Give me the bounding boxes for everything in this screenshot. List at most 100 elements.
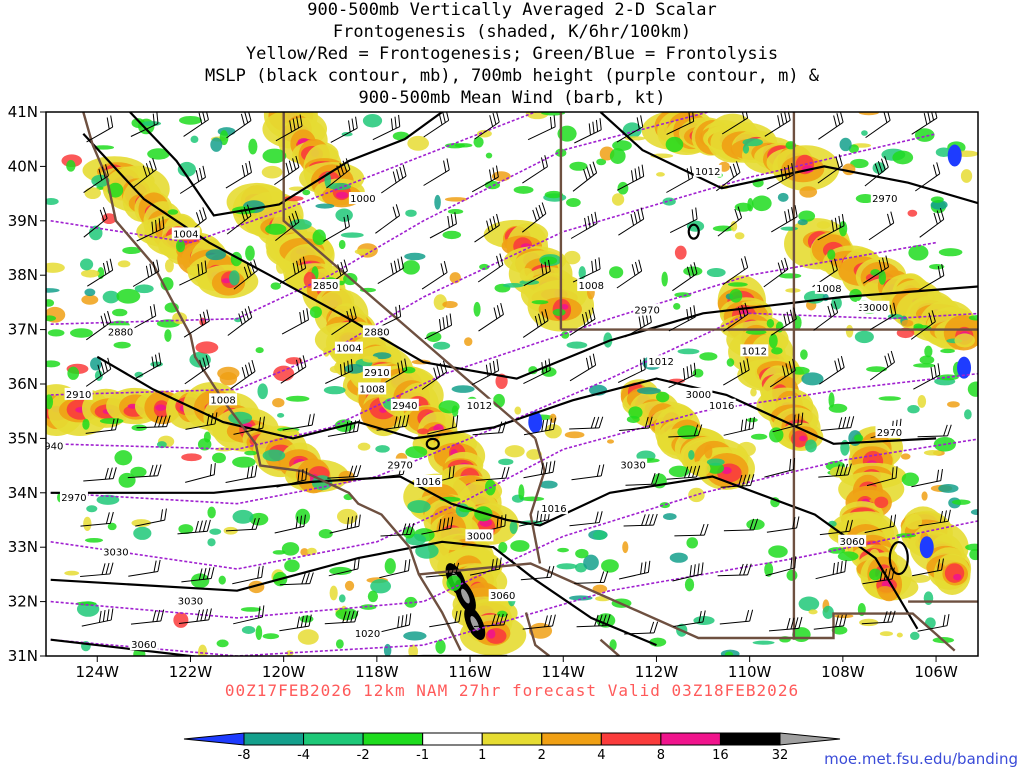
barb-staff	[570, 222, 598, 239]
shade-cell	[280, 428, 299, 436]
frontolysis-cell	[528, 411, 543, 434]
height-label: 2970	[877, 428, 902, 439]
barb-staff	[674, 534, 705, 537]
barb-feather	[788, 361, 793, 373]
barb-staff	[86, 126, 113, 143]
wind-barb	[617, 357, 646, 383]
wind-barb	[672, 262, 698, 292]
barb-staff	[721, 117, 748, 135]
shade-cell	[596, 158, 607, 166]
height-label: 3060	[490, 591, 515, 602]
shade-cell	[449, 272, 461, 284]
wind-barb	[625, 472, 660, 486]
barb-feather	[842, 416, 847, 429]
barb-feather	[301, 469, 304, 481]
shade-cell	[335, 639, 344, 649]
mslp-label: 1016	[541, 504, 566, 515]
barb-feather	[285, 162, 290, 175]
credit-url[interactable]: moe.met.fsu.edu/banding	[824, 750, 1018, 768]
barb-feather	[693, 424, 699, 436]
barb-feather	[449, 313, 453, 326]
height-label-bg	[619, 458, 648, 471]
shade-cell	[954, 333, 976, 348]
barb-feather	[540, 462, 544, 475]
shade-cell	[674, 292, 692, 298]
wind-barb	[616, 115, 644, 143]
barb-staff	[918, 520, 949, 527]
barb-feather	[392, 206, 397, 219]
barb-feather	[145, 265, 150, 278]
barb-staff	[911, 480, 941, 488]
shade-cell	[839, 137, 852, 152]
shade-cell	[566, 198, 581, 208]
barb-feather	[343, 259, 348, 272]
shade-cell	[295, 508, 311, 525]
barb-staff	[527, 126, 556, 141]
height-label: 3060	[839, 537, 864, 548]
barb-staff	[911, 117, 938, 135]
barb-feather	[112, 467, 117, 479]
wind-barb	[329, 514, 361, 534]
contour-labels: 1004 1000 1008 1008 1004 1008 1012 1012 1016 1016…	[46, 164, 904, 651]
barb-feather	[199, 359, 204, 372]
barb-staff	[233, 270, 258, 290]
legend-min-arrow	[183, 732, 245, 746]
shade-cell	[262, 449, 286, 462]
shade-cell	[938, 483, 959, 493]
barb-staff	[325, 370, 353, 384]
shade-cell	[432, 341, 451, 350]
barb-feather	[594, 614, 599, 627]
barb-feather	[644, 416, 649, 429]
barb-feather	[735, 161, 741, 173]
wind-barb	[132, 158, 157, 189]
shade-cell	[306, 547, 317, 556]
barb-feather	[458, 610, 462, 622]
wind-barb	[185, 412, 218, 430]
wind-barb	[279, 256, 307, 285]
barb-staff	[574, 581, 605, 584]
barb-feather	[794, 205, 798, 217]
barb-feather	[238, 313, 243, 325]
barb-feather	[346, 610, 351, 623]
barb-feather	[937, 559, 941, 571]
wind-barb	[523, 259, 551, 287]
wind-barb	[520, 565, 555, 581]
barb-staff	[470, 568, 500, 576]
barb-staff	[870, 361, 895, 381]
barb-feather	[100, 362, 105, 374]
barb-staff	[624, 321, 652, 338]
barb-staff	[817, 165, 843, 184]
barb-staff	[571, 475, 602, 481]
barb-feather	[106, 260, 110, 273]
wind-barb	[421, 516, 454, 535]
wind-barb	[576, 614, 611, 628]
shade-cell	[662, 197, 676, 206]
mslp-label-bg	[539, 502, 568, 515]
barb-feather	[206, 413, 210, 426]
shade-cell	[81, 294, 99, 305]
barb-feather	[552, 460, 556, 473]
barb-staff	[375, 215, 400, 234]
barb-feather	[157, 559, 161, 572]
barb-staff	[915, 173, 941, 192]
wind-barb	[910, 310, 936, 340]
barb-feather	[241, 165, 246, 177]
shade-cell	[690, 460, 711, 477]
shade-cell	[592, 584, 608, 594]
barb-feather	[499, 253, 504, 266]
barb-feather	[300, 615, 304, 628]
barb-feather	[594, 211, 598, 224]
lat-label: 40N	[8, 157, 38, 175]
barb-staff	[863, 266, 889, 284]
shade-cell	[84, 288, 96, 297]
barb-feather	[295, 155, 300, 168]
barb-feather	[834, 217, 838, 230]
height-contour	[50, 112, 712, 325]
barb-staff	[719, 620, 750, 625]
barb-feather	[496, 213, 500, 226]
shade-cell	[46, 299, 55, 307]
shade-cell	[518, 484, 525, 500]
barb-feather	[602, 614, 607, 626]
shade-cell	[340, 232, 364, 238]
shade-cell	[218, 575, 226, 585]
